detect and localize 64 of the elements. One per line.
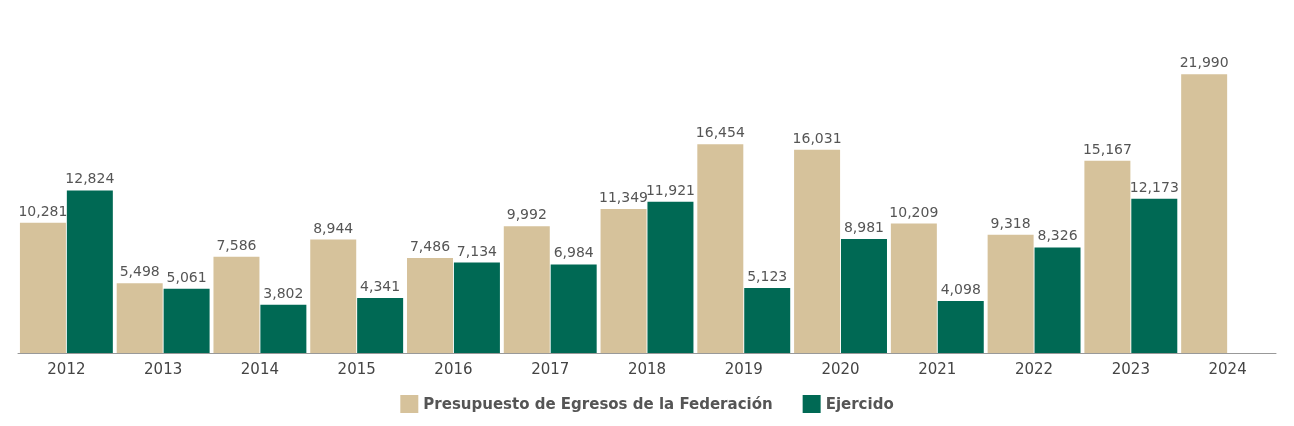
data-label: 8,944: [313, 219, 354, 236]
data-label: 16,454: [695, 124, 745, 141]
data-label: 12,173: [1129, 178, 1179, 195]
data-label: 7,486: [409, 238, 451, 255]
bar: [503, 226, 550, 353]
data-label: 10,209: [889, 203, 939, 220]
legend-label: Presupuesto de Egresos de la Federación: [423, 395, 773, 413]
bar: [407, 258, 453, 353]
bar: [744, 288, 791, 353]
data-label: 21,990: [1179, 54, 1229, 71]
bar: [550, 264, 597, 353]
data-label: 16,031: [792, 129, 842, 146]
bar: [357, 297, 404, 353]
bar: [987, 234, 1034, 353]
bar: [841, 239, 887, 353]
data-label: 10,281: [18, 202, 68, 219]
data-label: 12,824: [65, 170, 115, 187]
data-label: 6,984: [553, 244, 594, 261]
data-label: 8,326: [1037, 227, 1078, 244]
bar: [163, 288, 210, 353]
bar: [1034, 247, 1081, 353]
bar: [213, 256, 260, 353]
bar: [310, 239, 357, 353]
bar: [600, 209, 647, 353]
bar: [794, 149, 841, 353]
x-tick-label: 2015: [337, 359, 376, 378]
data-label: 5,061: [166, 268, 207, 285]
x-tick-label: 2019: [724, 359, 763, 378]
x-tick-label: 2017: [531, 359, 570, 378]
x-tick-label: 2024: [1208, 359, 1247, 378]
data-label: 7,586: [216, 236, 257, 253]
bar: [1084, 160, 1131, 353]
data-label: 9,992: [506, 206, 547, 223]
data-label: 15,167: [1082, 140, 1132, 157]
x-tick-label: 2021: [918, 359, 957, 378]
bar: [697, 144, 744, 353]
x-tick-label: 2012: [47, 359, 86, 378]
bar: [1181, 74, 1228, 353]
x-tick-label: 2018: [627, 359, 667, 378]
bar: [647, 201, 694, 353]
bar: [937, 301, 984, 353]
x-tick-label: 2013: [144, 359, 183, 378]
bar: [116, 283, 163, 353]
x-tick-label: 2020: [821, 359, 860, 378]
data-label: 8,981: [843, 219, 885, 236]
bar: [453, 262, 500, 353]
data-label: 5,123: [747, 268, 788, 285]
bar: [1131, 198, 1178, 353]
data-label: 3,802: [263, 284, 304, 301]
x-tick-label: 2023: [1111, 359, 1150, 378]
bar: [260, 304, 307, 353]
x-tick-label: 2014: [240, 359, 280, 378]
x-tick-label: 2016: [434, 359, 473, 378]
data-label: 7,134: [456, 242, 498, 259]
data-label: 5,498: [119, 263, 160, 280]
data-label: 9,318: [990, 214, 1031, 231]
data-label: 11,349: [599, 189, 649, 206]
bar: [19, 222, 66, 353]
data-label: 4,341: [360, 277, 401, 294]
data-label: 4,098: [940, 281, 981, 298]
bar: [66, 190, 113, 353]
x-tick-label: 2022: [1014, 359, 1054, 378]
bar: [890, 223, 937, 353]
legend-label: Ejercido: [825, 395, 894, 413]
